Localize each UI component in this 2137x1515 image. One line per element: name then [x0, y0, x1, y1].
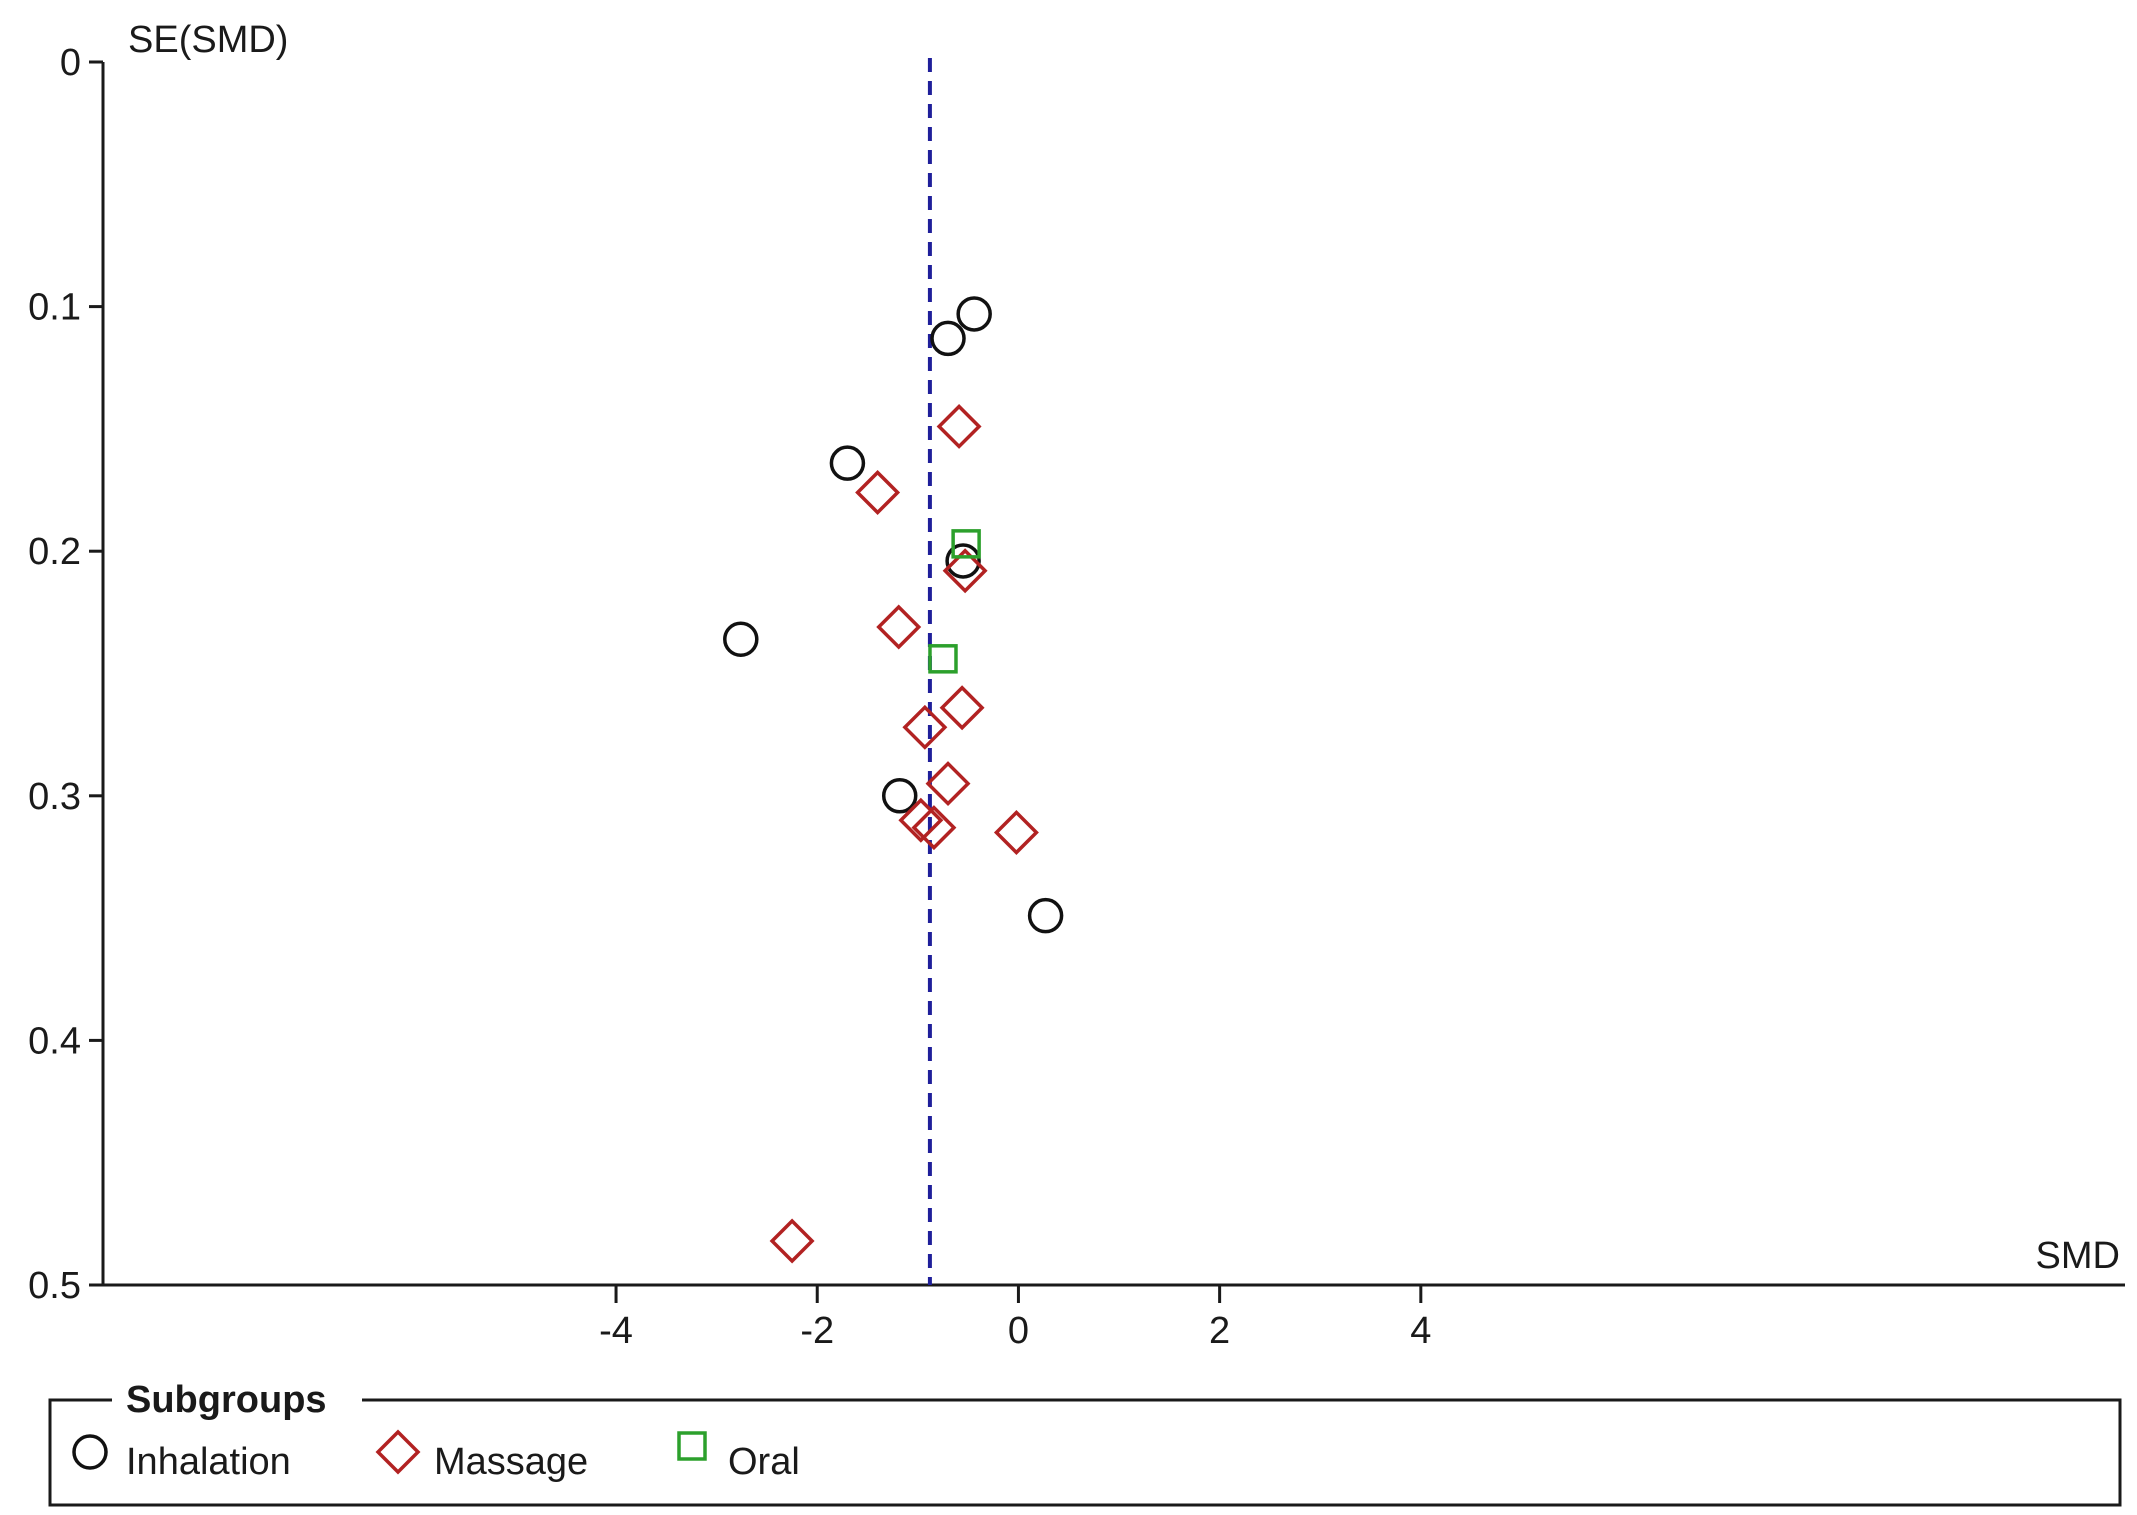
massage-point: [902, 704, 948, 750]
massage-point: [769, 1218, 815, 1264]
inhalation-point: [945, 543, 981, 579]
x-tick-label: -2: [800, 1310, 834, 1352]
x-tick-label: -4: [599, 1310, 633, 1352]
x-axis-title: SMD: [2036, 1235, 2120, 1277]
inhalation-point: [723, 621, 759, 658]
legend-label: Massage: [434, 1441, 588, 1483]
inhalation-point: [881, 778, 918, 814]
oral-point: [928, 644, 958, 674]
legend-item-massage: Massage: [375, 1429, 588, 1483]
inhalation-point: [956, 296, 992, 332]
massage-legend-icon: [375, 1429, 421, 1475]
legend-item-inhalation: Inhalation: [72, 1434, 291, 1483]
legend-items: Inhalation Massage Oral: [72, 1429, 800, 1483]
legend-label: Oral: [728, 1441, 800, 1483]
inhalation-point: [1027, 897, 1064, 934]
x-tick-label: 0: [1008, 1310, 1029, 1352]
inhalation-point: [829, 445, 866, 481]
legend-box: [48, 1398, 2122, 1507]
legend-title-backdrop: [112, 1380, 362, 1416]
massage-point: [876, 604, 922, 650]
y-tick-label: 0.5: [28, 1265, 81, 1307]
oral-point: [951, 529, 981, 559]
y-tick-label: 0: [60, 42, 81, 84]
series-inhalation: [723, 296, 1064, 934]
massage-point: [925, 761, 971, 807]
axes: [101, 62, 2125, 1287]
y-tick-label: 0.4: [28, 1020, 81, 1062]
legend-title: Subgroups: [126, 1379, 327, 1421]
x-tick-label: 2: [1209, 1310, 1230, 1352]
massage-point: [911, 805, 957, 851]
legend-item-oral: Oral: [677, 1431, 800, 1483]
y-tick-label: 0.2: [28, 531, 81, 573]
massage-point: [942, 548, 988, 594]
data-points: [723, 296, 1064, 1264]
y-tick-label: 0.1: [28, 287, 81, 329]
massage-point: [939, 685, 985, 731]
inhalation-legend-icon: [72, 1434, 108, 1470]
y-tick-label: 0.3: [28, 776, 81, 818]
massage-point: [993, 810, 1039, 855]
oral-legend-icon: [677, 1431, 707, 1461]
legend: Subgroups Inhalation Massage Oral: [48, 1379, 2122, 1507]
y-axis-title: SE(SMD): [128, 19, 288, 61]
y-ticks: 0 0.1 0.2 0.3 0.4 0.5: [28, 42, 103, 1307]
inhalation-point: [930, 320, 966, 357]
massage-point: [898, 797, 944, 843]
legend-label: Inhalation: [126, 1441, 291, 1483]
massage-point: [936, 403, 982, 449]
x-ticks: -4 -2 0 2 4: [599, 1285, 1431, 1352]
series-oral: [928, 529, 981, 674]
series-massage: [769, 403, 1039, 1264]
x-tick-label: 4: [1410, 1310, 1431, 1352]
massage-point: [855, 470, 901, 515]
